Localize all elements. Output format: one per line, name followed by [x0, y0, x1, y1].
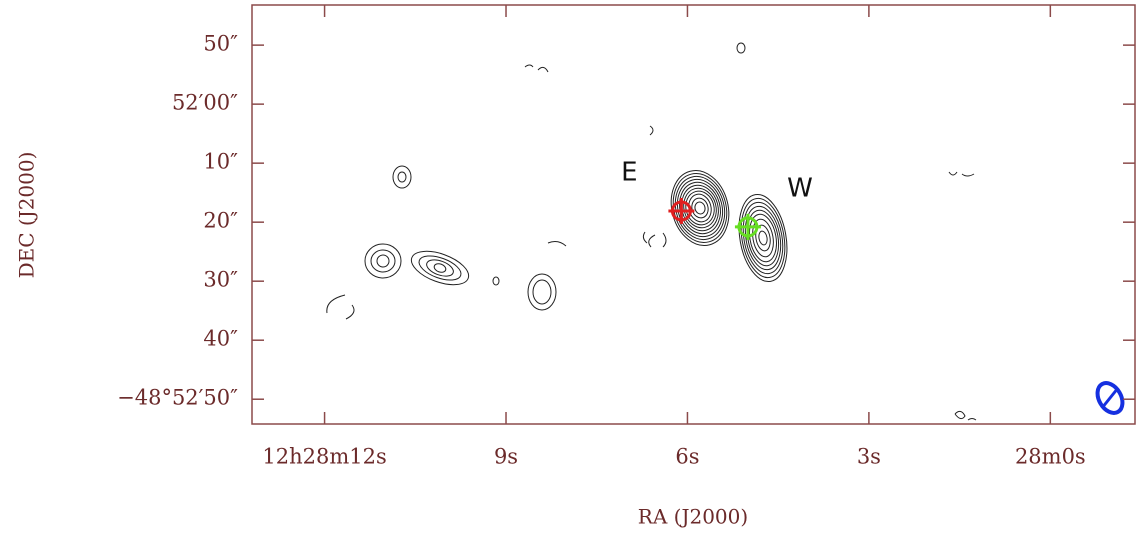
y-tick-label: 20″	[203, 209, 238, 233]
beam	[1095, 381, 1125, 415]
x-axis-label: RA (J2000)	[638, 505, 748, 529]
x-tick-label: 28m0s	[1015, 445, 1086, 469]
y-tick-label: 40″	[203, 327, 238, 351]
x-tick-label: 9s	[494, 445, 518, 469]
plot-frame	[251, 4, 1136, 425]
source-marker	[668, 197, 695, 224]
x-tick-label: 3s	[857, 445, 881, 469]
y-tick-label: 50″	[203, 32, 238, 56]
source-label: W	[787, 173, 813, 203]
source-marker	[734, 213, 761, 240]
contours	[326, 42, 977, 421]
y-axis-label: DEC (J2000)	[15, 152, 39, 279]
y-tick-label: 30″	[203, 268, 238, 292]
y-tick-label: 10″	[203, 150, 238, 174]
x-tick-label: 12h28m12s	[262, 445, 386, 469]
y-tick-label: 52′00″	[172, 91, 238, 115]
y-tick-label: −48°52′50″	[117, 386, 238, 410]
source-label: E	[621, 157, 637, 187]
x-tick-label: 6s	[675, 445, 699, 469]
